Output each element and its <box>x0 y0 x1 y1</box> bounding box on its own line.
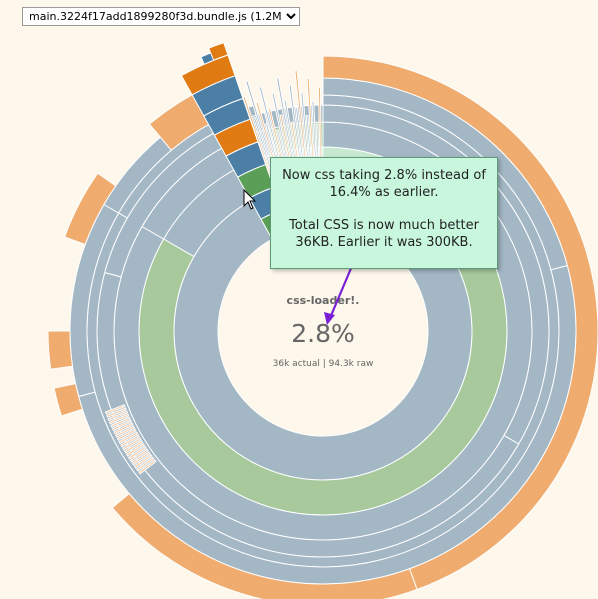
callout-line-1: Now css taking 2.8% instead of 16.4% as … <box>282 168 486 200</box>
feather-segment[interactable] <box>108 413 130 425</box>
center-size: 36k actual | 94.3k raw <box>273 359 374 369</box>
feather-segment[interactable] <box>113 422 134 435</box>
bundle-select[interactable]: main.3224f17add1899280f3d.bundle.js (1.2… <box>22 7 300 26</box>
feather-segment[interactable] <box>110 416 131 428</box>
outer-segment[interactable] <box>53 383 84 417</box>
highlight-segment[interactable] <box>208 41 229 61</box>
feather-segment[interactable] <box>116 428 137 441</box>
outer-segment[interactable] <box>111 492 418 599</box>
feather-segment[interactable] <box>125 442 146 457</box>
outer-segment[interactable] <box>47 330 74 370</box>
center-percent: 2.8% <box>291 319 355 348</box>
feather-segment[interactable] <box>138 459 157 475</box>
feather-segment[interactable] <box>123 440 144 454</box>
center-info: css-loader!. 2.8% 36k actual | 94.3k raw <box>273 294 374 369</box>
outer-segment[interactable] <box>63 172 117 246</box>
annotation-overlay <box>243 188 354 325</box>
callout-line-2: Total CSS is now much better 36KB. Earli… <box>289 218 479 250</box>
feather-segment[interactable] <box>115 425 136 438</box>
center-module-name: css-loader!. <box>287 294 360 307</box>
feather-segment[interactable] <box>127 445 147 460</box>
annotation-arrowhead <box>324 312 335 325</box>
feather-segment[interactable] <box>111 419 133 432</box>
feather-segment[interactable] <box>107 410 129 422</box>
annotation-callout: Now css taking 2.8% instead of 16.4% as … <box>270 157 498 269</box>
annotation-arrow <box>328 265 354 319</box>
feather-segment[interactable] <box>104 404 126 415</box>
feather-segment[interactable] <box>136 456 155 472</box>
feather-segment[interactable] <box>106 407 127 418</box>
feather-segment[interactable] <box>118 431 139 445</box>
feather-segment[interactable] <box>133 454 153 469</box>
feather-segment[interactable] <box>129 448 149 463</box>
feather-segment[interactable] <box>131 451 151 466</box>
feather-segment[interactable] <box>120 434 140 448</box>
mouse-cursor-icon <box>243 188 257 210</box>
feather-segment[interactable] <box>122 437 142 451</box>
highlight-segment[interactable] <box>180 54 236 96</box>
